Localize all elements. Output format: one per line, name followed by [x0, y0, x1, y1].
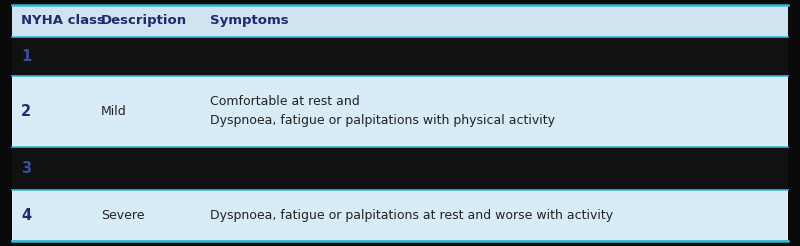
Text: Comfortable at rest and
Dyspnoea, fatigue or palpitations with physical activity: Comfortable at rest and Dyspnoea, fatigu…	[210, 95, 555, 127]
Text: Dyspnoea, fatigue or palpitations at rest and worse with activity: Dyspnoea, fatigue or palpitations at res…	[210, 209, 613, 222]
Text: Severe: Severe	[102, 209, 145, 222]
Bar	[12, 37, 788, 76]
Bar	[12, 76, 788, 147]
Bar	[12, 147, 788, 190]
Bar	[12, 5, 788, 37]
Text: 3: 3	[22, 161, 31, 176]
Text: Symptoms: Symptoms	[210, 14, 289, 27]
Text: NYHA class: NYHA class	[22, 14, 105, 27]
Bar	[12, 190, 788, 241]
Text: 2: 2	[22, 104, 31, 119]
Text: Description: Description	[102, 14, 187, 27]
Text: Mild: Mild	[102, 105, 127, 118]
Text: 4: 4	[22, 208, 31, 223]
Text: 1: 1	[22, 49, 31, 64]
